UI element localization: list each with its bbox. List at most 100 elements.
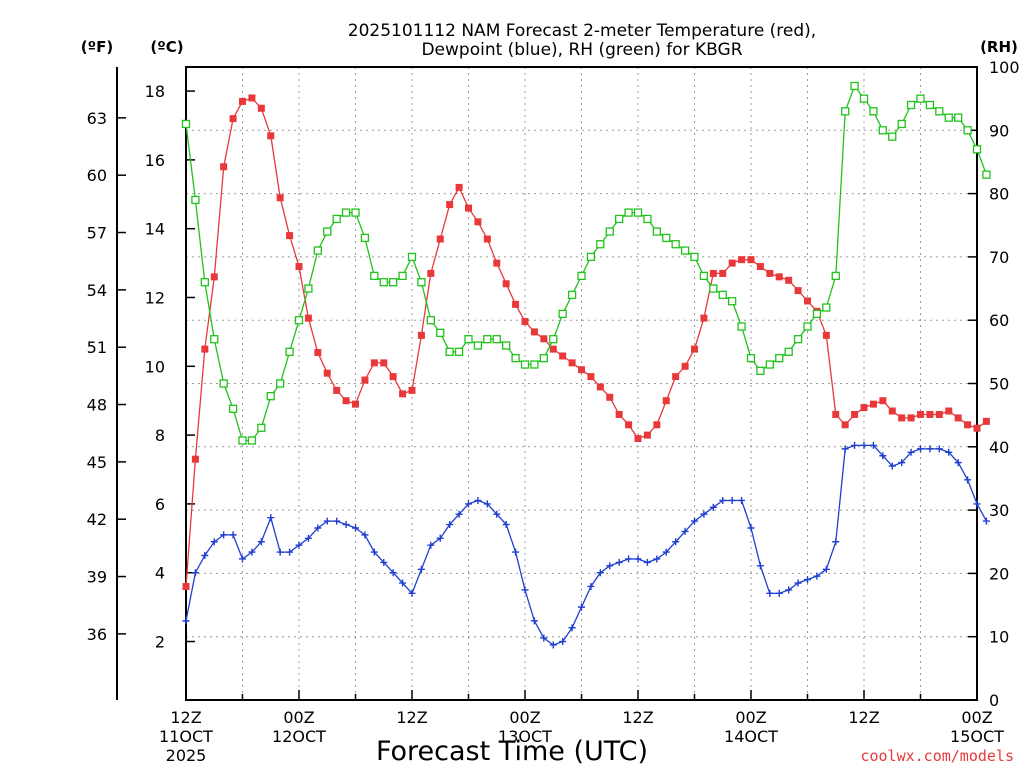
dewpoint-point bbox=[709, 503, 717, 511]
temperature-line bbox=[185, 97, 987, 587]
rh-point bbox=[916, 94, 925, 103]
rh-point bbox=[972, 145, 982, 154]
dewpoint-point bbox=[276, 548, 284, 556]
rh-tick-label: 20 bbox=[989, 564, 1009, 583]
dewpoint-point bbox=[888, 462, 896, 470]
temperature-point bbox=[257, 104, 265, 112]
dewpoint-point bbox=[380, 558, 388, 566]
rh-point bbox=[398, 271, 407, 281]
rh-point bbox=[662, 233, 671, 243]
rh-point bbox=[803, 322, 812, 331]
rh-point bbox=[906, 100, 916, 110]
dewpoint-point bbox=[653, 555, 661, 563]
dewpoint-point bbox=[493, 510, 501, 518]
fahrenheit-tick-label: 51 bbox=[87, 338, 107, 357]
temperature-point bbox=[625, 421, 633, 429]
dewpoint-point bbox=[220, 531, 228, 539]
rh-point bbox=[680, 246, 690, 255]
celsius-tick-label: 4 bbox=[155, 564, 165, 583]
dewpoint-point bbox=[738, 496, 746, 504]
temperature-point bbox=[191, 455, 199, 463]
rh-point bbox=[784, 347, 793, 357]
temperature-point bbox=[417, 331, 425, 339]
rh-point bbox=[426, 316, 435, 325]
dewpoint-point bbox=[191, 569, 199, 577]
rh-tick-label: 90 bbox=[989, 121, 1009, 140]
rh-point bbox=[285, 347, 294, 357]
celsius-tick-label: 6 bbox=[155, 495, 165, 514]
rh-point bbox=[718, 290, 727, 300]
rh-point bbox=[304, 284, 313, 293]
celsius-tick-label: 16 bbox=[145, 151, 165, 170]
rh-point bbox=[878, 126, 887, 135]
temperature-point bbox=[540, 335, 548, 343]
rh-point bbox=[379, 278, 388, 287]
rh-point bbox=[210, 335, 219, 344]
x-tick-time-label: 00Z bbox=[961, 708, 992, 727]
dewpoint-point bbox=[549, 641, 557, 649]
temperature-point bbox=[596, 383, 604, 391]
dewpoint-point bbox=[813, 572, 821, 580]
rh-point bbox=[567, 290, 577, 300]
rh-point bbox=[323, 227, 332, 236]
dewpoint-point bbox=[314, 524, 322, 532]
dewpoint-point bbox=[851, 441, 859, 449]
x-tick-time-label: 00Z bbox=[509, 708, 540, 727]
rh-point bbox=[850, 81, 859, 91]
rh-point bbox=[643, 214, 652, 224]
dewpoint-point bbox=[766, 589, 774, 597]
temperature-point bbox=[578, 366, 585, 374]
temperature-point bbox=[766, 269, 774, 277]
dewpoint-point bbox=[304, 534, 312, 542]
rh-point bbox=[530, 360, 539, 369]
temperature-point bbox=[587, 373, 595, 381]
dewpoint-point bbox=[954, 459, 962, 467]
temperature-point bbox=[314, 349, 322, 357]
temperature-point bbox=[276, 194, 284, 202]
dewpoint-point bbox=[229, 531, 237, 539]
dewpoint-point bbox=[747, 524, 755, 532]
temperature-point bbox=[493, 259, 501, 267]
dewpoint-point bbox=[323, 517, 331, 525]
temperature-point bbox=[606, 393, 614, 401]
rh-point bbox=[483, 335, 492, 344]
rh-point bbox=[709, 284, 718, 293]
temperature-point bbox=[728, 259, 736, 267]
dewpoint-point bbox=[794, 579, 802, 587]
dewpoint-point bbox=[634, 555, 642, 563]
temperature-point bbox=[521, 318, 529, 326]
rh-point bbox=[219, 379, 228, 388]
dewpoint-point bbox=[295, 541, 303, 549]
temperature-point bbox=[888, 407, 896, 415]
temperature-point bbox=[436, 235, 444, 243]
temperature-point bbox=[201, 345, 209, 353]
chart-title-line2: Dewpoint (blue), RH (green) for KBGR bbox=[421, 40, 742, 60]
rh-point bbox=[812, 309, 822, 319]
rh-point bbox=[944, 113, 953, 122]
x-axis-label: Forecast Time (UTC) bbox=[376, 736, 648, 767]
rh-tick-label: 30 bbox=[989, 501, 1009, 520]
dewpoint-point bbox=[822, 565, 830, 573]
rh-point bbox=[341, 208, 351, 217]
dewpoint-point bbox=[756, 562, 764, 570]
temperature-point bbox=[851, 410, 859, 418]
rh-point bbox=[313, 246, 322, 255]
rh-point bbox=[963, 126, 972, 135]
fahrenheit-tick-label: 57 bbox=[87, 224, 107, 243]
x-tick-date-label: 12OCT bbox=[272, 727, 326, 746]
rh-tick-label: 40 bbox=[989, 438, 1009, 457]
x-tick-year-label: 2025 bbox=[166, 746, 207, 765]
rh-point bbox=[925, 100, 935, 110]
rh-point bbox=[276, 379, 285, 388]
temperature-point bbox=[804, 297, 811, 305]
temperature-point bbox=[907, 414, 915, 422]
rh-point bbox=[869, 107, 878, 116]
fahrenheit-tick-label: 48 bbox=[87, 396, 107, 415]
dewpoint-point bbox=[926, 445, 934, 453]
dewpoint-point bbox=[804, 576, 811, 584]
dewpoint-point bbox=[860, 441, 868, 449]
rh-point bbox=[454, 347, 464, 357]
dewpoint-point bbox=[436, 534, 444, 542]
rh-point bbox=[502, 341, 511, 350]
